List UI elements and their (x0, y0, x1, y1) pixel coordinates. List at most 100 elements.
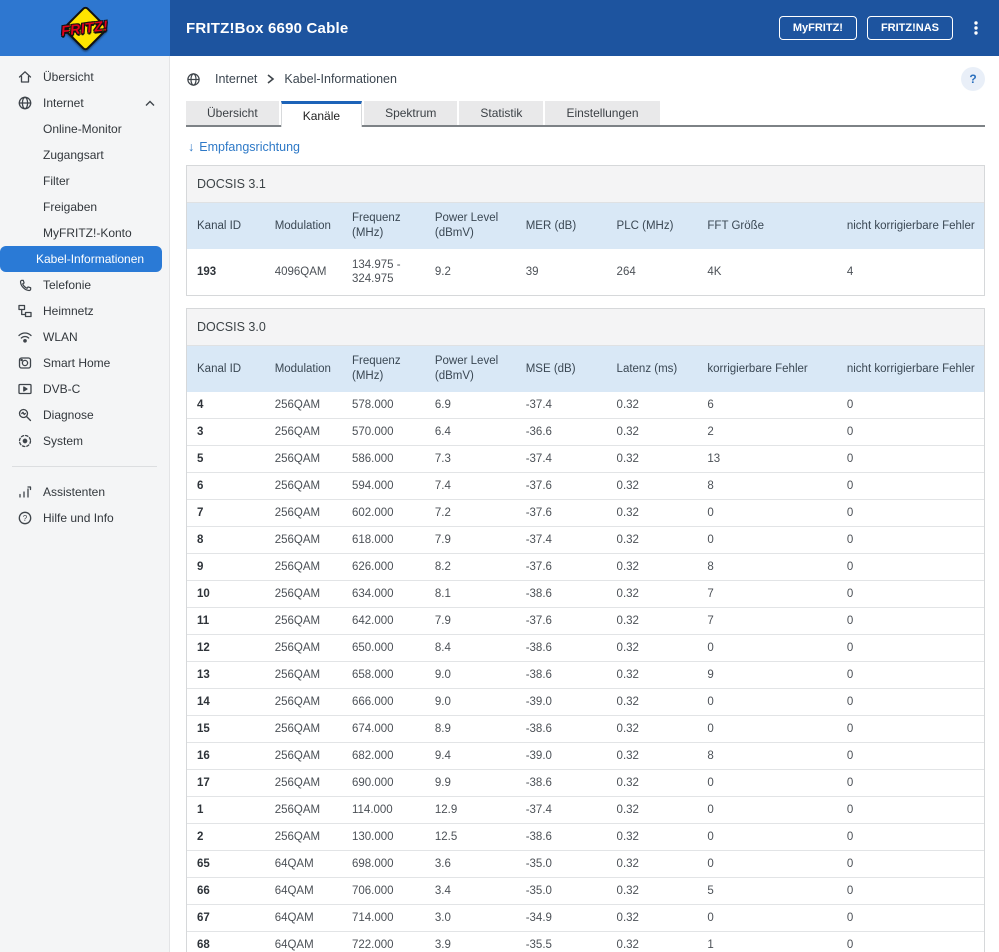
table-cell: 256QAM (267, 608, 344, 635)
fritznas-button[interactable]: FRITZ!NAS (867, 16, 953, 40)
tab-übersicht[interactable]: Übersicht (186, 101, 279, 125)
sidebar-item-wlan[interactable]: WLAN (0, 324, 169, 350)
sidebar-item-label: Diagnose (43, 408, 94, 422)
table-cell: 0 (839, 527, 984, 554)
table-cell: 0 (839, 932, 984, 952)
sidebar-item-label: Kabel-Informationen (36, 252, 144, 266)
column-header: Frequenz (MHz) (344, 346, 427, 392)
sidebar-item-filter[interactable]: Filter (0, 168, 169, 194)
sidebar-item-zugangsart[interactable]: Zugangsart (0, 142, 169, 168)
globe-icon (17, 95, 33, 111)
tab-statistik[interactable]: Statistik (459, 101, 543, 125)
sidebar-item-online-monitor[interactable]: Online-Monitor (0, 116, 169, 142)
table-cell: 256QAM (267, 554, 344, 581)
table-cell: 650.000 (344, 635, 427, 662)
table-cell: 0 (839, 581, 984, 608)
tab-bar: ÜbersichtKanäleSpektrumStatistikEinstell… (186, 101, 985, 127)
table-cell: 642.000 (344, 608, 427, 635)
table-cell: 666.000 (344, 689, 427, 716)
table-cell: -37.4 (518, 797, 609, 824)
table-cell: 256QAM (267, 824, 344, 851)
sidebar-item-freigaben[interactable]: Freigaben (0, 194, 169, 220)
table-cell: -36.6 (518, 419, 609, 446)
table-cell: 0 (839, 419, 984, 446)
sidebar-item-hilfe-und-info[interactable]: ?Hilfe und Info (0, 505, 169, 531)
table-cell: 0.32 (609, 716, 700, 743)
table-cell: 13 (699, 446, 838, 473)
table-cell: -39.0 (518, 689, 609, 716)
sidebar-item-übersicht[interactable]: Übersicht (0, 64, 169, 90)
table-cell: 64QAM (267, 851, 344, 878)
table-cell: 264 (609, 249, 700, 295)
table-cell: 7.3 (427, 446, 518, 473)
sidebar-item-label: Übersicht (43, 70, 94, 84)
sidebar-item-myfritz-konto[interactable]: MyFRITZ!-Konto (0, 220, 169, 246)
table-cell: 256QAM (267, 473, 344, 500)
chevron-up-icon[interactable] (145, 100, 155, 107)
table-cell: 2 (699, 419, 838, 446)
sidebar-item-diagnose[interactable]: Diagnose (0, 402, 169, 428)
table-cell: 0 (699, 527, 838, 554)
table-cell: 68 (187, 932, 267, 952)
sidebar-item-internet[interactable]: Internet (0, 90, 169, 116)
sidebar-item-label: MyFRITZ!-Konto (43, 226, 132, 240)
table-cell: 0 (839, 743, 984, 770)
sidebar-item-label: WLAN (43, 330, 78, 344)
table-cell: 0.32 (609, 662, 700, 689)
table-cell: 256QAM (267, 716, 344, 743)
breadcrumb-internet[interactable]: Internet (215, 72, 257, 86)
sidebar-item-label: Hilfe und Info (43, 511, 114, 525)
globe-icon (186, 72, 201, 87)
sidebar-item-label: Freigaben (43, 200, 97, 214)
table-row: 17256QAM690.0009.9-38.60.3200 (187, 770, 984, 797)
table-cell: 0 (699, 500, 838, 527)
table-cell: 9.9 (427, 770, 518, 797)
sidebar-item-label: Filter (43, 174, 70, 188)
sidebar-item-dvb-c[interactable]: DVB-C (0, 376, 169, 402)
fritz-logo[interactable]: FRITZ! (0, 0, 170, 56)
table-cell: 7 (187, 500, 267, 527)
table-cell: -38.6 (518, 635, 609, 662)
table-row: 6764QAM714.0003.0-34.90.3200 (187, 905, 984, 932)
table-cell: 3.4 (427, 878, 518, 905)
tab-kanäle[interactable]: Kanäle (281, 101, 362, 127)
homenet-icon (17, 303, 33, 319)
table-cell: 8.2 (427, 554, 518, 581)
table-cell: 0 (839, 824, 984, 851)
empfangsrichtung-link[interactable]: ↓ Empfangsrichtung (188, 140, 300, 154)
table-cell: 12.9 (427, 797, 518, 824)
sidebar-item-telefonie[interactable]: Telefonie (0, 272, 169, 298)
sidebar-item-heimnetz[interactable]: Heimnetz (0, 298, 169, 324)
table-cell: 8.9 (427, 716, 518, 743)
table-cell: 16 (187, 743, 267, 770)
table-cell: 8 (187, 527, 267, 554)
table-cell: 256QAM (267, 581, 344, 608)
table-cell: 0 (699, 689, 838, 716)
table-cell: 256QAM (267, 635, 344, 662)
tab-einstellungen[interactable]: Einstellungen (545, 101, 659, 125)
tab-spektrum[interactable]: Spektrum (364, 101, 457, 125)
table-cell: 8.1 (427, 581, 518, 608)
column-header: Power Level (dBmV) (427, 203, 518, 249)
table-cell: 722.000 (344, 932, 427, 952)
table-cell: 594.000 (344, 473, 427, 500)
top-header: FRITZ! FRITZ!Box 6690 Cable MyFRITZ! FRI… (0, 0, 999, 56)
sidebar-item-system[interactable]: System (0, 428, 169, 454)
sidebar-item-assistenten[interactable]: Assistenten (0, 479, 169, 505)
table-cell: 0 (839, 554, 984, 581)
table-cell: 4096QAM (267, 249, 344, 295)
empfangsrichtung-label: Empfangsrichtung (199, 140, 300, 154)
sidebar-item-kabel-informationen[interactable]: Kabel-Informationen (0, 246, 162, 272)
table-cell: 7 (699, 581, 838, 608)
table-row: 6256QAM594.0007.4-37.60.3280 (187, 473, 984, 500)
table-cell: 256QAM (267, 446, 344, 473)
table-cell: 682.000 (344, 743, 427, 770)
fritz-logo-text: FRITZ! (61, 17, 110, 39)
table-row: 14256QAM666.0009.0-39.00.3200 (187, 689, 984, 716)
table-cell: 0.32 (609, 392, 700, 419)
kebab-menu-icon[interactable] (967, 19, 985, 37)
sidebar-item-smart-home[interactable]: Smart Home (0, 350, 169, 376)
help-button[interactable]: ? (961, 67, 985, 91)
table-cell: 8 (699, 554, 838, 581)
myfritz-button[interactable]: MyFRITZ! (779, 16, 857, 40)
